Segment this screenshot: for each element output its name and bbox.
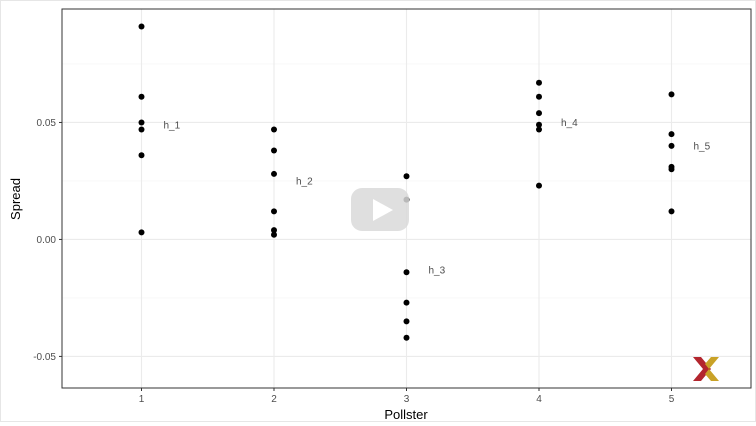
x-tick-label: 2 — [271, 394, 277, 405]
x-axis-ticks: 1 2 3 4 5 — [139, 388, 675, 405]
x-axis-title: Pollster — [384, 407, 428, 421]
x-logo-red-stroke — [693, 357, 711, 381]
data-point — [403, 334, 410, 341]
data-point — [403, 318, 410, 325]
y-tick-label: -0.05 — [33, 352, 56, 363]
data-point — [536, 182, 542, 189]
y-tick-label: 0.00 — [37, 235, 57, 246]
point-annotations: h_1 h_2 h_3 h_4 h_5 — [164, 118, 711, 276]
point-annotation-label: h_4 — [561, 118, 578, 129]
data-point — [536, 93, 542, 100]
y-axis-ticks: -0.05 0.00 0.05 — [33, 118, 62, 363]
data-points — [138, 23, 675, 341]
data-point — [271, 231, 277, 238]
x-tick-label: 1 — [139, 394, 145, 405]
x-logo-icon — [693, 357, 719, 381]
play-button[interactable] — [351, 188, 409, 231]
data-point — [536, 121, 542, 128]
x-tick-label: 5 — [669, 394, 675, 405]
data-point — [271, 147, 277, 154]
data-point — [536, 79, 542, 86]
data-point — [403, 269, 410, 276]
data-point — [668, 131, 675, 138]
data-point — [271, 208, 277, 215]
data-point — [138, 152, 145, 159]
point-annotation-label: h_2 — [296, 176, 313, 187]
grid-major — [62, 9, 751, 388]
data-point — [138, 119, 145, 126]
data-point — [668, 166, 675, 173]
y-tick-label: 0.05 — [37, 118, 57, 129]
data-point — [536, 110, 542, 117]
x-tick-label: 3 — [404, 394, 410, 405]
play-icon[interactable] — [373, 199, 393, 221]
data-point — [536, 126, 542, 133]
data-point — [138, 229, 145, 236]
y-axis-title: Spread — [8, 178, 23, 220]
data-point — [271, 227, 277, 234]
point-annotation-label: h_3 — [429, 265, 446, 276]
data-point — [403, 299, 410, 306]
data-point — [668, 208, 675, 215]
data-point — [138, 126, 145, 133]
point-annotation-label: h_1 — [164, 120, 181, 131]
data-point — [271, 170, 277, 177]
data-point — [138, 23, 145, 30]
x-logo-gold-stroke — [705, 357, 719, 381]
data-point — [271, 126, 277, 133]
point-annotation-label: h_5 — [694, 141, 711, 152]
data-point — [668, 91, 675, 98]
data-point — [403, 173, 410, 180]
data-point — [668, 142, 675, 149]
data-point — [138, 93, 145, 100]
x-tick-label: 4 — [536, 394, 542, 405]
